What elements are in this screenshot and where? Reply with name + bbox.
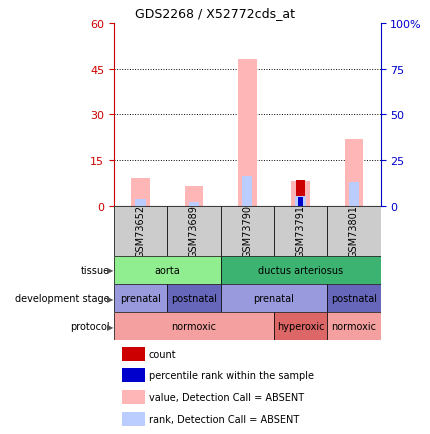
- Bar: [135, 200, 146, 206]
- Text: rank, Detection Call = ABSENT: rank, Detection Call = ABSENT: [149, 414, 299, 424]
- Bar: [242, 177, 252, 206]
- Bar: [291, 182, 310, 206]
- Bar: [327, 312, 381, 341]
- Bar: [221, 256, 381, 284]
- Text: GSM73801: GSM73801: [349, 205, 359, 257]
- Text: GDS2268 / X52772cds_at: GDS2268 / X52772cds_at: [135, 7, 295, 20]
- Text: GSM73791: GSM73791: [295, 205, 306, 257]
- Text: protocol: protocol: [70, 322, 110, 332]
- Bar: [114, 312, 274, 341]
- Bar: [114, 206, 167, 256]
- Bar: [189, 203, 199, 206]
- Text: aorta: aorta: [154, 265, 180, 275]
- Bar: [327, 206, 381, 256]
- Bar: [238, 60, 257, 206]
- Text: prenatal: prenatal: [120, 293, 161, 303]
- Text: ▶: ▶: [107, 294, 113, 303]
- Bar: [122, 347, 145, 362]
- Text: hyperoxic: hyperoxic: [277, 322, 324, 332]
- Bar: [122, 390, 145, 404]
- Bar: [221, 284, 327, 312]
- Text: percentile rank within the sample: percentile rank within the sample: [149, 370, 313, 380]
- Text: postnatal: postnatal: [331, 293, 377, 303]
- Bar: [122, 368, 145, 383]
- Bar: [114, 284, 167, 312]
- Text: development stage: development stage: [15, 293, 110, 303]
- Text: ductus arteriosus: ductus arteriosus: [258, 265, 343, 275]
- Bar: [274, 206, 327, 256]
- Bar: [344, 139, 363, 206]
- Text: GSM73790: GSM73790: [242, 205, 252, 257]
- Bar: [295, 197, 306, 206]
- Text: tissue: tissue: [80, 265, 110, 275]
- Bar: [167, 206, 221, 256]
- Text: postnatal: postnatal: [171, 293, 217, 303]
- Bar: [131, 179, 150, 206]
- Bar: [184, 186, 203, 206]
- Bar: [298, 198, 303, 206]
- Text: count: count: [149, 349, 176, 359]
- Bar: [327, 284, 381, 312]
- Bar: [114, 256, 221, 284]
- Bar: [167, 284, 221, 312]
- Bar: [122, 412, 145, 426]
- Text: GSM73689: GSM73689: [189, 205, 199, 257]
- Text: GSM73652: GSM73652: [135, 204, 146, 258]
- Bar: [221, 206, 274, 256]
- Bar: [349, 182, 359, 206]
- Text: prenatal: prenatal: [253, 293, 295, 303]
- Text: value, Detection Call = ABSENT: value, Detection Call = ABSENT: [149, 392, 304, 402]
- Text: normoxic: normoxic: [172, 322, 216, 332]
- Bar: [274, 312, 327, 341]
- Text: normoxic: normoxic: [332, 322, 376, 332]
- Text: ▶: ▶: [107, 266, 113, 275]
- Text: ▶: ▶: [107, 322, 113, 331]
- Bar: [296, 180, 305, 206]
